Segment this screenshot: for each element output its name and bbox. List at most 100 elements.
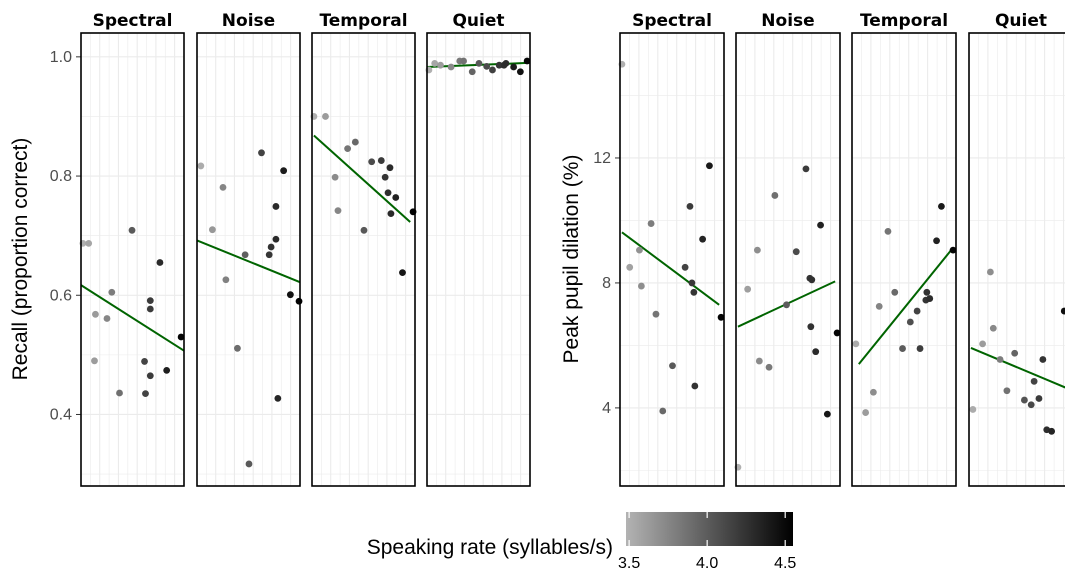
data-point (852, 340, 860, 348)
data-point (295, 297, 303, 305)
data-point (755, 357, 763, 365)
chart-2: 4 8 12 Peak pupil dilation (%) Spectral Noise… (560, 11, 1065, 487)
data-point (1003, 387, 1011, 395)
data-point (926, 295, 934, 302)
data-point (156, 259, 164, 266)
y-tick-label: 0.4 (50, 406, 72, 423)
data-point (906, 318, 914, 326)
data-point (495, 61, 503, 69)
data-point (392, 194, 400, 201)
panel-border (196, 32, 301, 487)
data-point (636, 246, 643, 254)
data-point (771, 192, 779, 199)
y-tick-label: 4 (602, 400, 611, 417)
data-point (923, 288, 931, 296)
grid (619, 32, 725, 486)
facet-spectral: Spectral (618, 11, 725, 487)
data-point (280, 167, 288, 175)
trend-line (80, 284, 185, 352)
grid (735, 32, 841, 486)
data-point (351, 138, 359, 146)
trend-line (858, 249, 952, 365)
data-point (1030, 377, 1038, 385)
data-point (272, 235, 280, 243)
data-point (103, 315, 111, 322)
data-point (384, 189, 392, 197)
data-point (996, 356, 1004, 363)
data-point (377, 157, 385, 164)
data-point (91, 357, 98, 365)
data-point (949, 246, 957, 254)
data-point (938, 202, 945, 210)
data-point (516, 68, 524, 76)
data-point (222, 276, 230, 284)
data-point (360, 226, 368, 234)
legend-colorbar (626, 512, 793, 546)
facet-title: Spectral (632, 11, 712, 31)
facet-title: Noise (222, 11, 275, 31)
facet-quiet: Quiet (968, 11, 1065, 487)
data-point (386, 164, 394, 172)
data-point (197, 162, 205, 170)
data-point (475, 59, 483, 67)
chart-1: 0.4 0.6 0.8 1.0 Recall (proportion correct) S… (9, 11, 531, 487)
data-point (146, 297, 154, 305)
data-point (669, 362, 676, 370)
data-point (706, 162, 713, 170)
data-point (884, 227, 892, 235)
data-point (128, 226, 136, 234)
facet-title: Spectral (93, 11, 173, 31)
data-point (234, 344, 241, 352)
data-point (219, 183, 227, 191)
data-point (979, 340, 987, 348)
grid (426, 33, 531, 486)
data-point (688, 279, 696, 287)
data-point (368, 158, 376, 166)
data-point (891, 288, 899, 296)
facet-temporal: Temporal (310, 11, 417, 487)
data-point (344, 145, 352, 153)
data-point (468, 68, 476, 76)
data-point (209, 226, 216, 234)
grid (196, 33, 301, 486)
data-point (322, 113, 329, 120)
data-point (647, 220, 655, 227)
data-point (783, 301, 790, 309)
panel-border (311, 32, 416, 487)
panel-border (80, 32, 185, 487)
data-point (744, 285, 752, 293)
data-point (431, 59, 439, 67)
trend-line (313, 134, 411, 223)
facet-noise: Noise (734, 11, 841, 487)
y-tick-label: 12 (593, 150, 611, 167)
chart-group: 0.4 0.6 0.8 1.0 Recall (proportion correct) S… (9, 11, 1065, 487)
panel-border (735, 32, 841, 487)
y-axis-title: Peak pupil dilation (%) (560, 155, 583, 364)
data-point (969, 406, 977, 413)
data-point (489, 66, 496, 74)
data-point (523, 57, 531, 65)
data-point (691, 382, 699, 390)
data-point (989, 324, 997, 332)
data-point (792, 248, 800, 256)
data-point (986, 268, 994, 276)
facet-quiet: Quiet (425, 11, 531, 487)
data-point (699, 235, 707, 243)
data-point (1060, 307, 1065, 315)
data-point (753, 246, 761, 254)
y-axis-title: Recall (proportion correct) (9, 138, 32, 381)
data-point (823, 410, 831, 418)
data-point (245, 460, 253, 468)
data-point (116, 389, 123, 397)
data-point (875, 302, 883, 310)
trend-line (196, 239, 301, 284)
data-point (1048, 427, 1056, 435)
facet-title: Quiet (995, 11, 1047, 31)
legend-tick-label: 3.5 (618, 555, 640, 572)
legend: Speaking rate (syllables/s) 3.5 4.0 4.5 (367, 512, 796, 572)
facet-title: Quiet (452, 11, 504, 31)
data-point (626, 263, 634, 271)
data-point (1011, 349, 1019, 357)
data-point (334, 207, 342, 215)
